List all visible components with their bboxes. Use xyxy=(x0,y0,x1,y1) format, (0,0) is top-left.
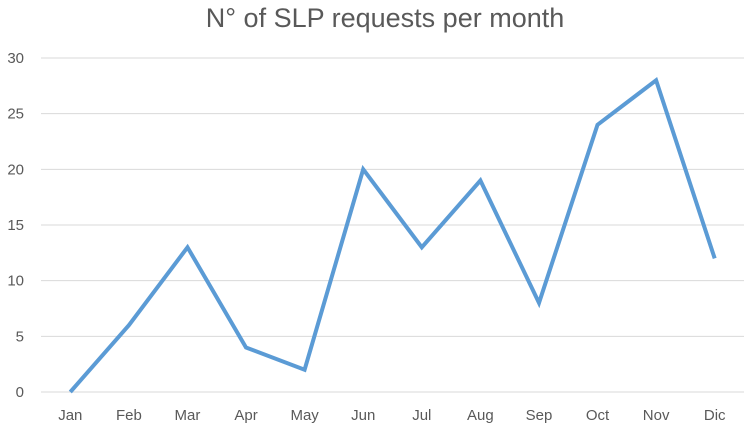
chart-title: N° of SLP requests per month xyxy=(206,3,565,33)
x-tick-label: Nov xyxy=(643,407,670,424)
y-tick-label: 10 xyxy=(7,273,24,290)
series-layer xyxy=(68,77,717,394)
y-tick-label: 5 xyxy=(16,328,24,345)
x-tick-label: Feb xyxy=(116,407,142,424)
x-tick-label: Jan xyxy=(58,407,82,424)
x-tick-label: May xyxy=(290,407,319,424)
x-tick-label: Apr xyxy=(234,407,257,424)
y-tick-label: 25 xyxy=(7,106,24,123)
series-line xyxy=(68,77,717,394)
y-axis-tick-labels: 0 5 10 15 20 25 30 xyxy=(7,50,24,401)
y-tick-label: 0 xyxy=(16,384,24,401)
x-tick-label: Oct xyxy=(586,407,610,424)
x-tick-label: Jul xyxy=(412,407,431,424)
x-tick-label: Dic xyxy=(704,407,726,424)
x-tick-label: Mar xyxy=(175,407,201,424)
x-tick-label: Aug xyxy=(467,407,494,424)
x-axis-tick-labels: Jan Feb Mar Apr May Jun Jul Aug Sep Oct Nov Dic xyxy=(58,407,726,424)
y-tick-label: 15 xyxy=(7,217,24,234)
gridlines xyxy=(41,57,744,393)
x-tick-label: Sep xyxy=(526,407,553,424)
x-tick-label: Jun xyxy=(351,407,375,424)
y-tick-label: 20 xyxy=(7,161,24,178)
y-tick-label: 30 xyxy=(7,50,24,67)
